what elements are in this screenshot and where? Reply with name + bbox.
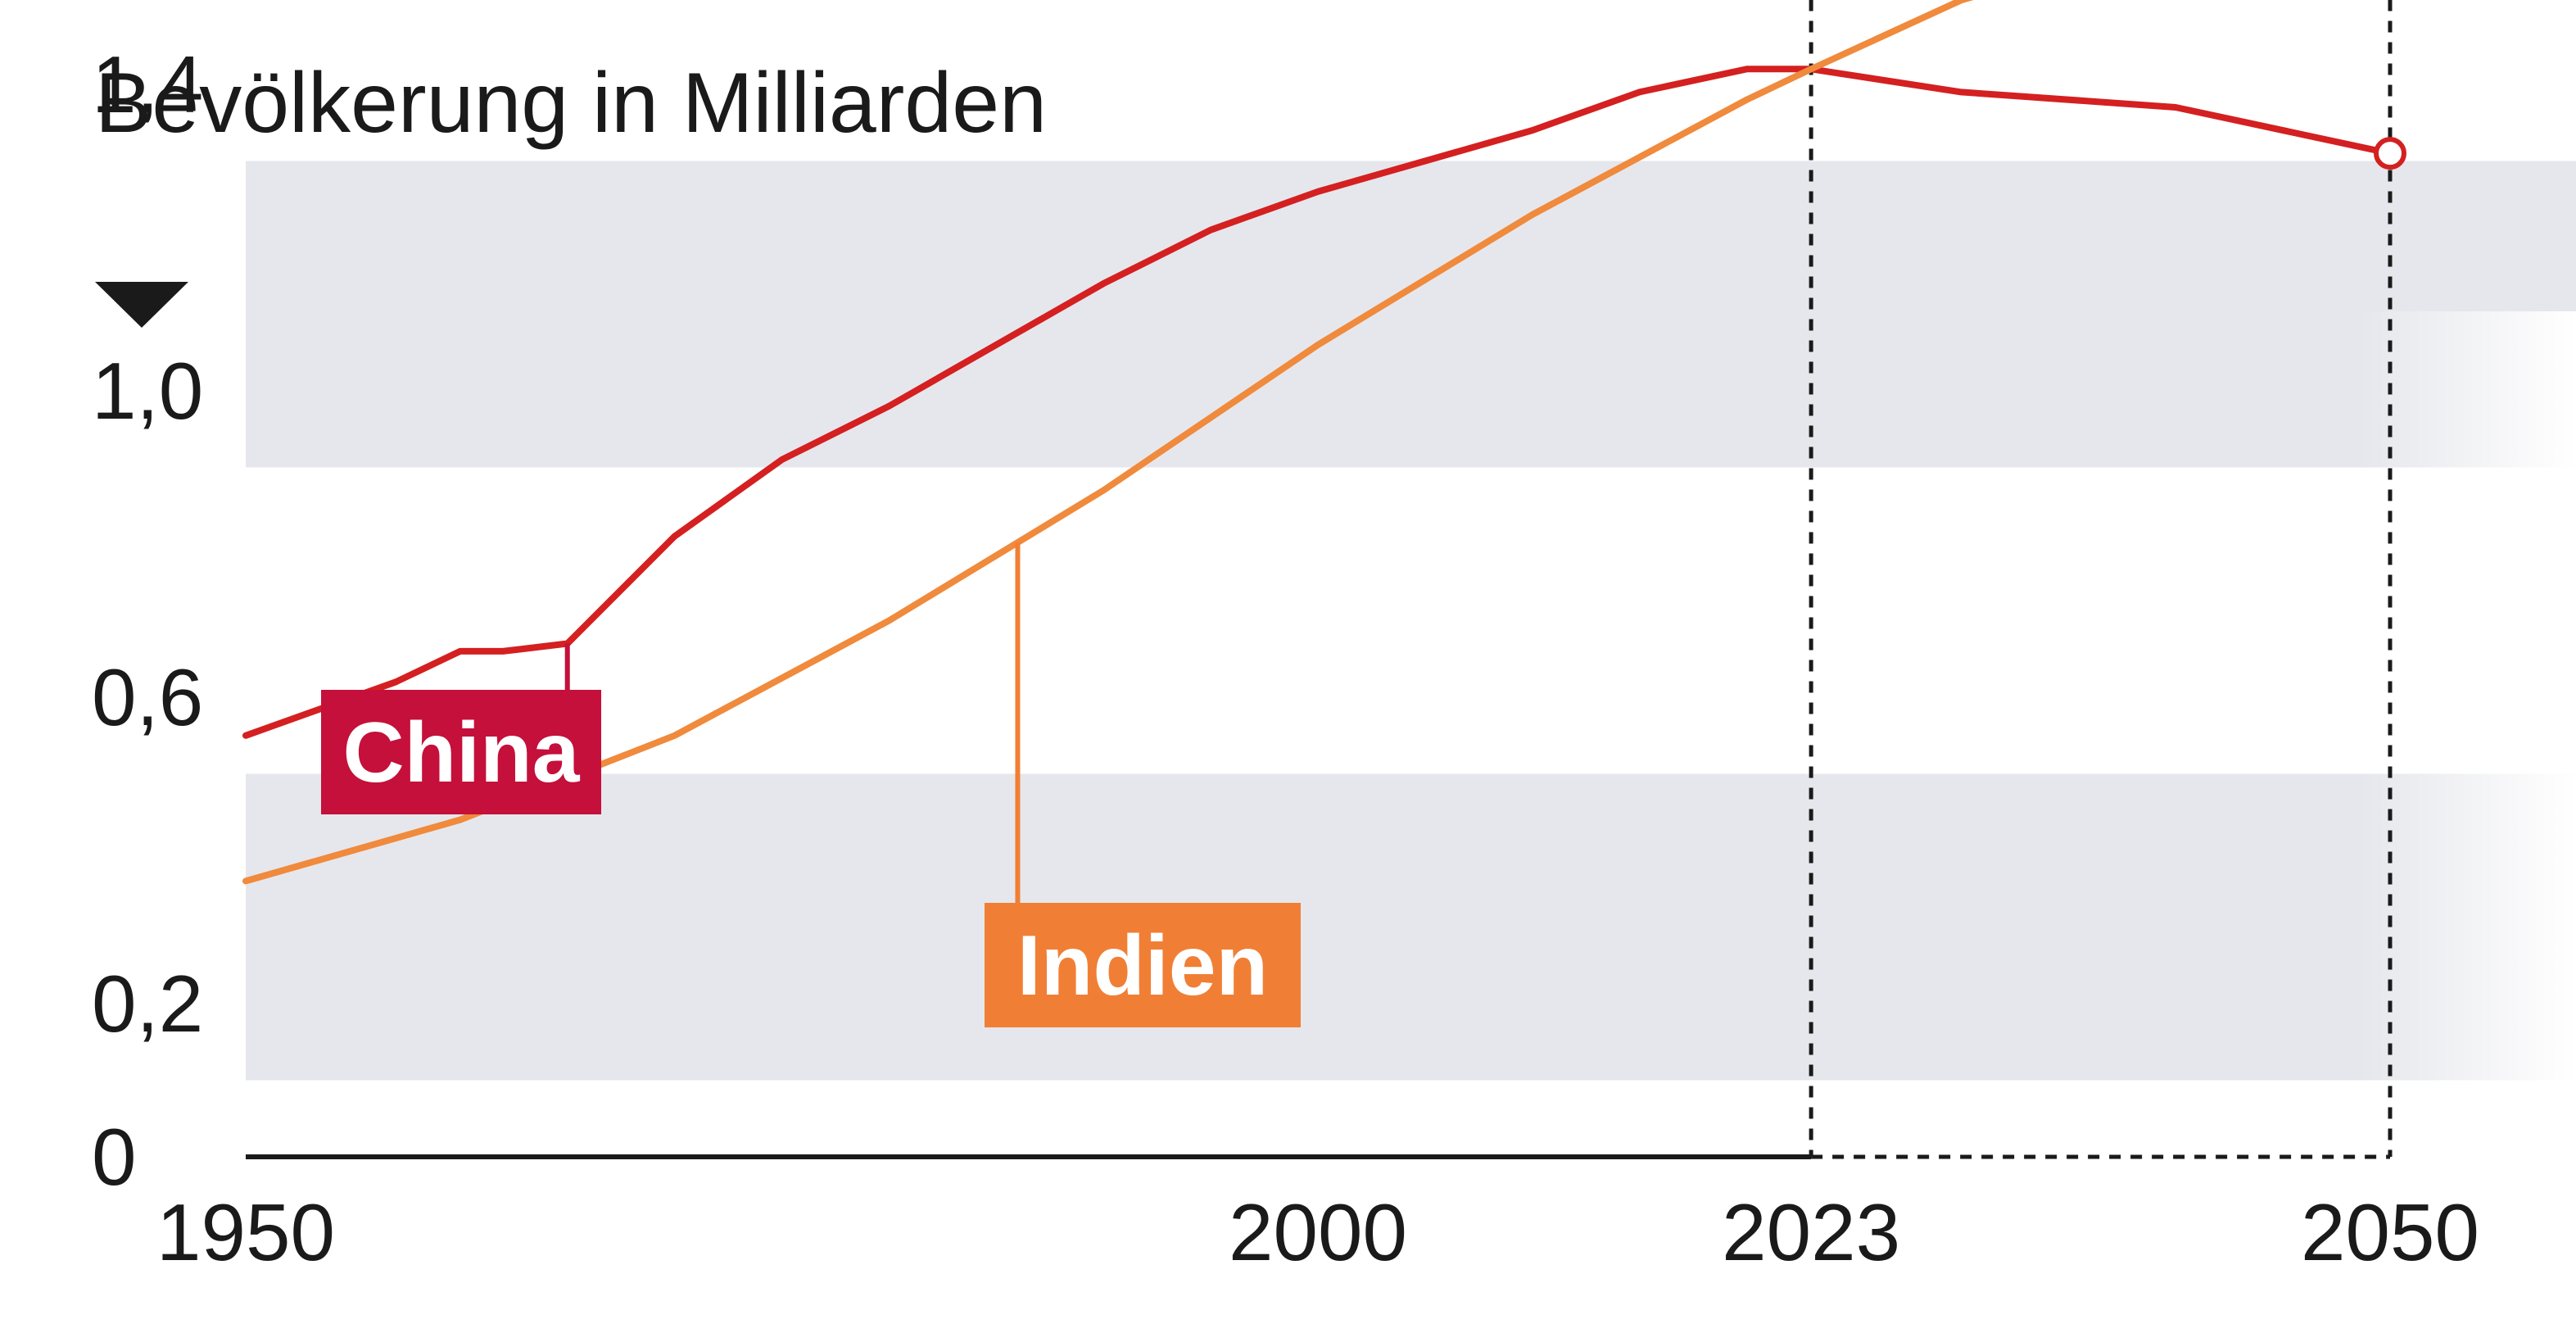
y-axis-title: Bevölkerung in Milliarden xyxy=(95,56,1047,151)
series-label-box-indien xyxy=(985,903,1301,1027)
series-lines xyxy=(242,0,2406,885)
y-tick-labels: 00,20,61,01,41,8 xyxy=(92,39,203,1202)
y-tick-label: 1,0 xyxy=(92,346,203,436)
x-tick-label: 2000 xyxy=(1229,1187,1407,1277)
y-axis-arrow-icon xyxy=(95,282,188,328)
series-line-china xyxy=(242,66,2393,739)
x-tick-label: 2023 xyxy=(1722,1187,1900,1277)
series-label-china: China xyxy=(343,705,581,800)
series-label-box-china xyxy=(321,690,601,814)
grid-bands xyxy=(246,161,2576,1159)
grid-band-1 xyxy=(246,161,2576,468)
x-tick-label: 1950 xyxy=(156,1187,335,1277)
y-tick-label: 0 xyxy=(92,1112,137,1202)
y-tick-label: 0,2 xyxy=(92,959,203,1049)
y-tick-label: 0,6 xyxy=(92,652,203,742)
series-line-indien xyxy=(242,0,1974,885)
marker-lines xyxy=(1809,0,2393,1157)
end-point-china xyxy=(2374,137,2406,170)
x-tick-labels: 1950 2000 2023 2050 xyxy=(156,1187,2479,1277)
series-label-indien: Indien xyxy=(1017,918,1268,1013)
y-tick-label: 1,4 xyxy=(92,39,203,129)
series-labels: China Indien xyxy=(321,542,1301,1027)
x-tick-label: 2050 xyxy=(2301,1187,2479,1277)
grid-band-0 xyxy=(246,773,2576,1081)
right-fade xyxy=(2359,311,2576,1090)
